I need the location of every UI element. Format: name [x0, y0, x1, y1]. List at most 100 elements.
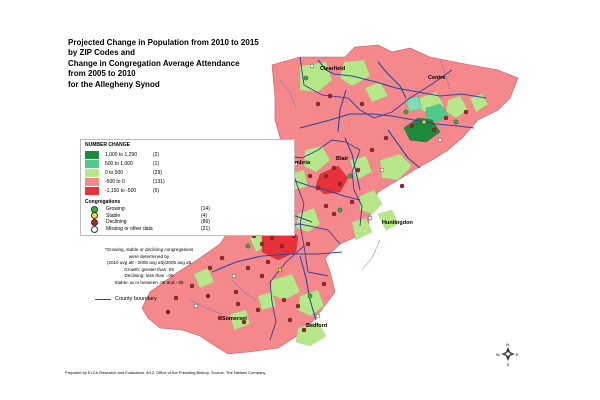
- dot-icon: [91, 218, 98, 226]
- note-line: *Growing, stable or declining congregati…: [104, 247, 194, 252]
- legend-swatch: [85, 177, 99, 186]
- congregation-declining: [321, 281, 327, 287]
- congregation-declining: [255, 307, 261, 313]
- congregation-declining: [409, 123, 415, 129]
- county-label-huntingdon: Huntingdon: [382, 220, 413, 226]
- number-change-item: 0 to 500 (29): [85, 168, 290, 177]
- note-line: were determined by: [128, 253, 170, 259]
- map-title: Projected Change in Population from 2010…: [68, 38, 298, 90]
- county-boundary-legend: County boundary: [95, 296, 157, 302]
- county-label-cambria: Cambria: [288, 160, 311, 166]
- compass-rose: N S W E: [496, 342, 519, 367]
- congregation-declining: [219, 255, 225, 261]
- source-credit: Prepared by ELCA Research and Evaluation…: [65, 370, 266, 375]
- count-label: (29): [153, 169, 162, 176]
- number-change-item: -500 to 0 (131): [85, 177, 290, 186]
- congregation-missing: [231, 273, 237, 279]
- congregation-declining: [369, 147, 375, 153]
- congregation-item: Stable (4): [85, 212, 290, 220]
- note-line: (2010 avg att - 2005 avg att)/2005 avg a…: [106, 260, 192, 265]
- number-change-title: NUMBER CHANGE: [85, 142, 130, 148]
- note-line: Stable: at or between .05 and -.05: [114, 279, 184, 285]
- compass-e: E: [516, 352, 519, 357]
- congregation-declining: [315, 185, 321, 191]
- congregation-declining: [279, 243, 285, 249]
- congregation-declining: [265, 259, 271, 265]
- count-label: (6): [153, 187, 160, 194]
- congregation-declining: [383, 135, 389, 141]
- range-label: -500 to 0: [105, 178, 125, 185]
- number-change-item: -1,150 to -500 (6): [85, 186, 290, 195]
- congregation-missing: [193, 303, 199, 309]
- count-label: (2): [153, 151, 160, 158]
- congregation-growing: [347, 173, 353, 179]
- dot-icon: [91, 212, 98, 220]
- congregation-item: Growing (14): [85, 205, 290, 213]
- dot-icon: [91, 205, 98, 213]
- congregation-item: Missing or other data (21): [85, 225, 290, 233]
- title-line: Change in Congregation Average Attendanc…: [68, 58, 240, 68]
- range-label: 1,000 to 1,290: [105, 151, 137, 158]
- congregation-declining: [323, 203, 329, 209]
- congregation-declining: [259, 241, 265, 247]
- congregation-label: Growing: [106, 206, 125, 213]
- congregation-declining: [281, 297, 287, 303]
- count-label: (1): [153, 160, 160, 167]
- classification-note: *Growing, stable or declining congregati…: [84, 247, 214, 286]
- county-label-bedford: Bedford: [306, 323, 327, 329]
- congregation-label: Missing or other data: [106, 226, 153, 233]
- congregation-declining: [443, 115, 449, 121]
- range-label: -1,150 to -500: [105, 187, 137, 194]
- congregation-stable: [421, 119, 427, 125]
- congregation-declining: [207, 265, 213, 271]
- congregation-growing: [337, 207, 343, 213]
- congregation-declining: [399, 183, 405, 189]
- congregation-label: Declining: [106, 219, 127, 226]
- legend-swatch: [85, 159, 99, 168]
- legend-swatch: [85, 186, 99, 195]
- count-label: (4): [201, 212, 208, 219]
- congregation-declining: [295, 303, 301, 309]
- congregation-growing: [303, 75, 309, 81]
- count-label: (21): [201, 226, 210, 233]
- congregation-declining: [173, 295, 179, 301]
- congregation-declining: [241, 319, 247, 325]
- congregation-declining: [217, 315, 223, 321]
- congregation-declining: [235, 301, 241, 307]
- title-line: Projected Change in Population from 2010…: [68, 38, 259, 47]
- legend-swatch: [85, 150, 99, 159]
- congregation-declining: [315, 101, 321, 107]
- congregation-growing: [453, 119, 459, 125]
- note-line: Declining: less than -.05: [124, 273, 174, 278]
- congregation-declining: [327, 93, 333, 99]
- congregation-declining: [205, 293, 211, 299]
- congregation-declining: [307, 173, 313, 179]
- compass-s: S: [507, 362, 510, 367]
- congregation-missing: [379, 167, 385, 173]
- county-label-centre: Centre: [428, 75, 445, 81]
- number-change-item: 500 to 1,000 (1): [85, 159, 290, 168]
- congregation-declining: [337, 181, 343, 187]
- compass-w: W: [496, 352, 500, 357]
- congregation-label: Stable: [106, 212, 121, 219]
- county-label-somerset: Somerset: [222, 316, 247, 322]
- congregation-declining: [431, 127, 437, 133]
- count-label: (86): [201, 219, 210, 226]
- county-line-symbol: [95, 298, 111, 300]
- note-line: Growth: greater than .05: [124, 266, 174, 272]
- congregation-declining: [189, 283, 195, 289]
- compass-n: N: [506, 342, 509, 347]
- growth-area-medium: [425, 103, 449, 123]
- congregation-declining: [301, 327, 307, 333]
- congregation-growing: [307, 293, 313, 299]
- congregation-declining: [233, 289, 239, 295]
- dot-icon: [91, 225, 98, 233]
- map-legend: NUMBER CHANGE 1,000 to 1,290 (2) 500 to …: [80, 139, 295, 237]
- growth-area-medium: [404, 95, 423, 113]
- county-label-blair: Blair: [336, 156, 349, 162]
- congregations-title: Congregations: [85, 199, 121, 205]
- congregation-growing: [403, 109, 409, 115]
- range-label: 0 to 500: [105, 169, 124, 176]
- congregation-growing: [245, 243, 251, 249]
- legend-swatch: [85, 168, 99, 177]
